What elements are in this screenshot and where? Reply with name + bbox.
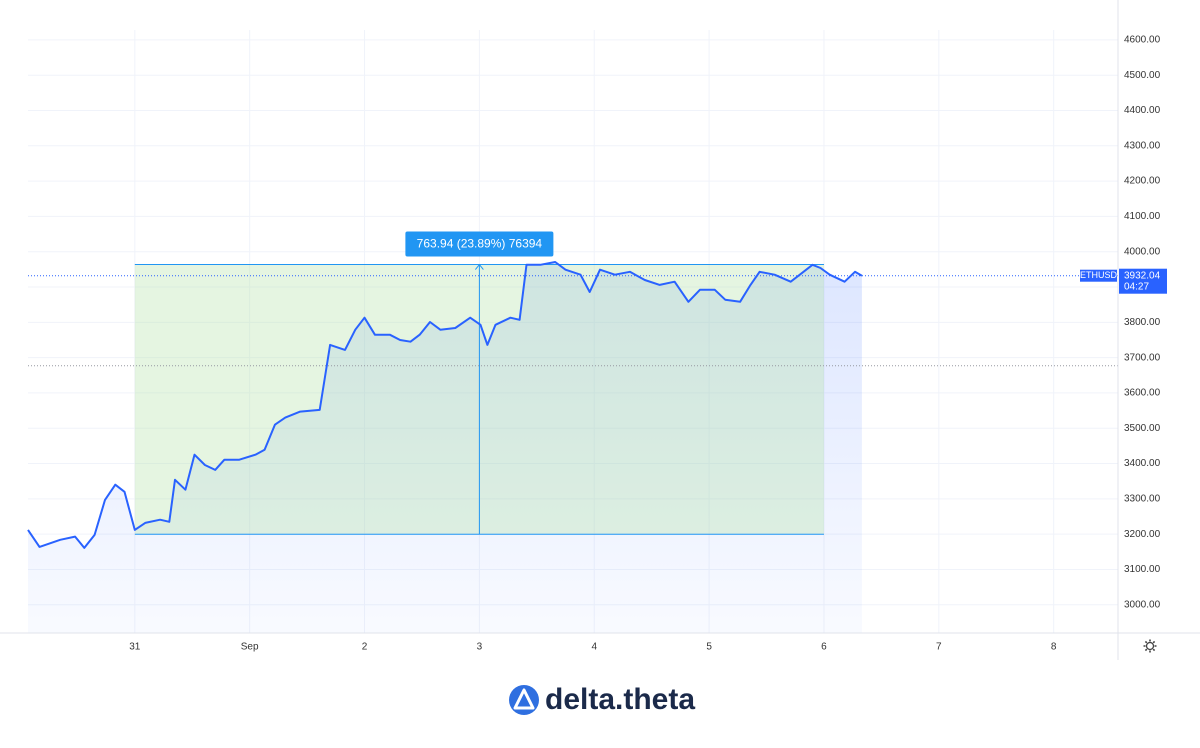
y-tick-label: 4300.00	[1124, 140, 1161, 151]
x-tick-label: 6	[821, 642, 827, 653]
y-tick-label: 3800.00	[1124, 317, 1161, 328]
x-tick-label: 5	[706, 642, 712, 653]
brand-name: delta.theta	[545, 683, 695, 716]
gear-hub	[1145, 641, 1155, 651]
y-tick-label: 3600.00	[1124, 388, 1161, 399]
measure-arrowhead	[475, 263, 484, 270]
y-tick-label: 3700.00	[1124, 352, 1161, 363]
y-tick-label: 4200.00	[1124, 176, 1161, 187]
last-price-label: 3932.04	[1124, 270, 1161, 281]
y-tick-label: 4600.00	[1124, 35, 1161, 46]
x-tick-label: Sep	[241, 642, 259, 653]
y-tick-label: 4000.00	[1124, 246, 1161, 257]
countdown-label: 04:27	[1124, 281, 1149, 292]
y-tick-label: 3400.00	[1124, 458, 1161, 469]
y-tick-label: 4100.00	[1124, 211, 1161, 222]
x-tick-label: 7	[936, 642, 942, 653]
y-tick-label: 3500.00	[1124, 423, 1161, 434]
price-line	[27, 261, 863, 549]
x-tick-label: 4	[591, 642, 597, 653]
y-tick-label: 4500.00	[1124, 70, 1161, 81]
y-tick-label: 3000.00	[1124, 599, 1161, 610]
y-tick-label: 3200.00	[1124, 529, 1161, 540]
axes: 3000.00 3100.00 3200.00 3300.00 3400.00 3500.…	[0, 0, 1200, 660]
settings-icon[interactable]	[1143, 639, 1157, 653]
symbol-name: ETHUSD	[1080, 270, 1118, 280]
y-tick-label: 3300.00	[1124, 493, 1161, 504]
symbol-tag	[1080, 269, 1117, 282]
x-tick-label: 8	[1051, 642, 1057, 653]
brand-logo: delta.theta	[509, 683, 695, 716]
x-tick-label: 3	[477, 642, 483, 653]
price-tag	[1119, 268, 1167, 294]
y-tick-label: 3100.00	[1124, 564, 1161, 575]
x-tick-label: 2	[362, 642, 368, 653]
measure-label-box	[405, 231, 554, 257]
area	[28, 262, 862, 633]
gear-teeth	[1143, 639, 1157, 653]
x-tick-label: 31	[129, 642, 141, 653]
y-tick-label: 4400.00	[1124, 105, 1161, 116]
plot: 763.94 (23.89%) 76394	[27, 231, 1118, 633]
logo-delta	[513, 688, 535, 710]
measure-label: 763.94 (23.89%) 76394	[417, 237, 543, 251]
